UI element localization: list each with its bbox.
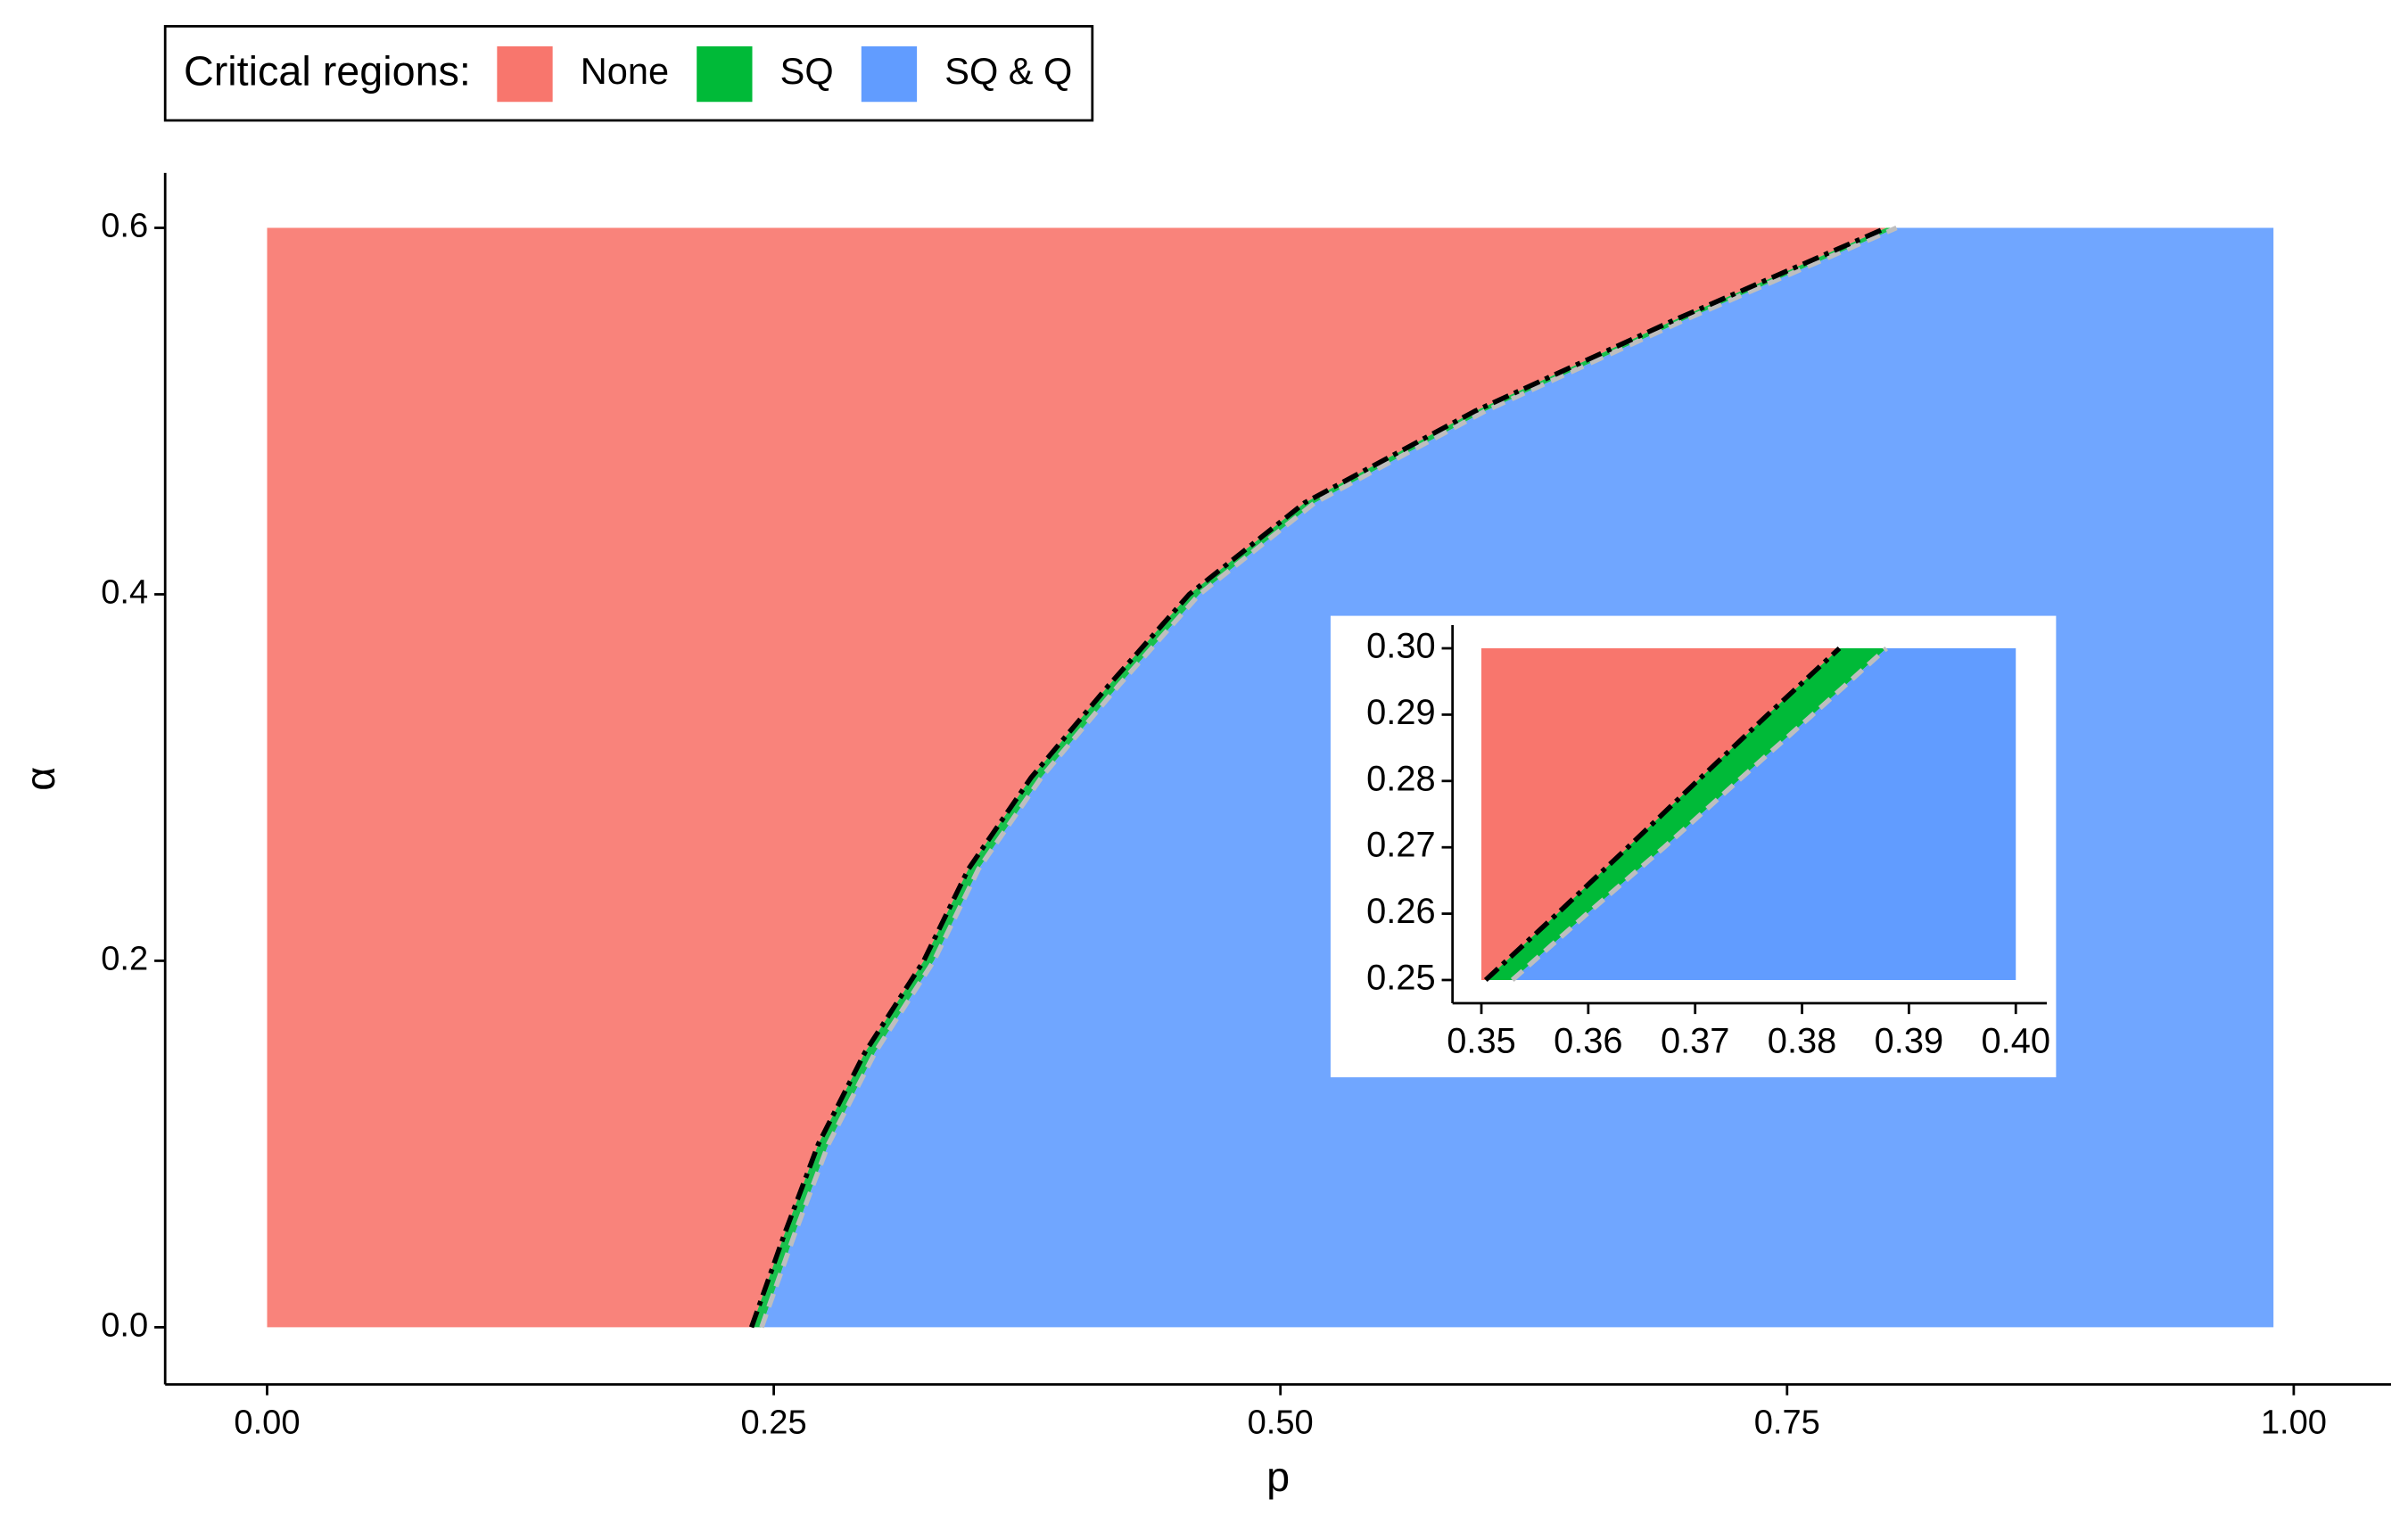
y-tick-label: 0.26 — [1366, 892, 1435, 931]
y-tick-label: 0.25 — [1366, 958, 1435, 997]
region — [267, 227, 1887, 1328]
legend-label: SQ & Q — [944, 50, 1072, 92]
region — [1485, 648, 1887, 980]
y-tick-label: 0.2 — [101, 941, 148, 978]
x-tick-label: 0.75 — [1754, 1404, 1820, 1442]
x-tick-label: 1.00 — [2261, 1404, 2327, 1442]
x-tick-label: 0.37 — [1661, 1022, 1729, 1061]
x-axis-title: p — [1266, 1454, 1290, 1500]
x-tick-label: 0.39 — [1875, 1022, 1943, 1061]
x-tick-label: 0.35 — [1447, 1022, 1515, 1061]
x-tick-label: 0.36 — [1554, 1022, 1622, 1061]
boundary-line — [759, 225, 1898, 1329]
boundary-line — [1510, 646, 1889, 983]
y-tick-label: 0.0 — [101, 1306, 148, 1344]
y-tick-label: 0.30 — [1366, 627, 1435, 666]
legend-label: SQ — [780, 50, 834, 92]
x-tick-label: 0.50 — [1248, 1404, 1314, 1442]
legend-box — [163, 25, 1094, 122]
boundary-line — [748, 225, 1888, 1329]
region — [1512, 648, 2016, 980]
y-tick-label: 0.6 — [101, 208, 148, 245]
y-tick-label: 0.4 — [101, 574, 148, 612]
legend-key — [861, 45, 918, 103]
x-tick-label: 0.38 — [1768, 1022, 1836, 1061]
boundary-line — [1483, 646, 1842, 983]
x-tick-label: 0.00 — [234, 1404, 300, 1442]
legend-key — [497, 45, 553, 103]
legend-key — [697, 45, 753, 103]
y-tick-label: 0.27 — [1366, 826, 1435, 865]
x-tick-label: 0.25 — [741, 1404, 807, 1442]
y-tick-label: 0.28 — [1366, 759, 1435, 798]
legend-label: None — [581, 50, 669, 92]
y-tick-label: 0.29 — [1366, 693, 1435, 732]
legend-title: Critical regions: — [184, 47, 471, 94]
x-tick-label: 0.40 — [1982, 1022, 2050, 1061]
y-axis-title: α — [17, 767, 63, 791]
